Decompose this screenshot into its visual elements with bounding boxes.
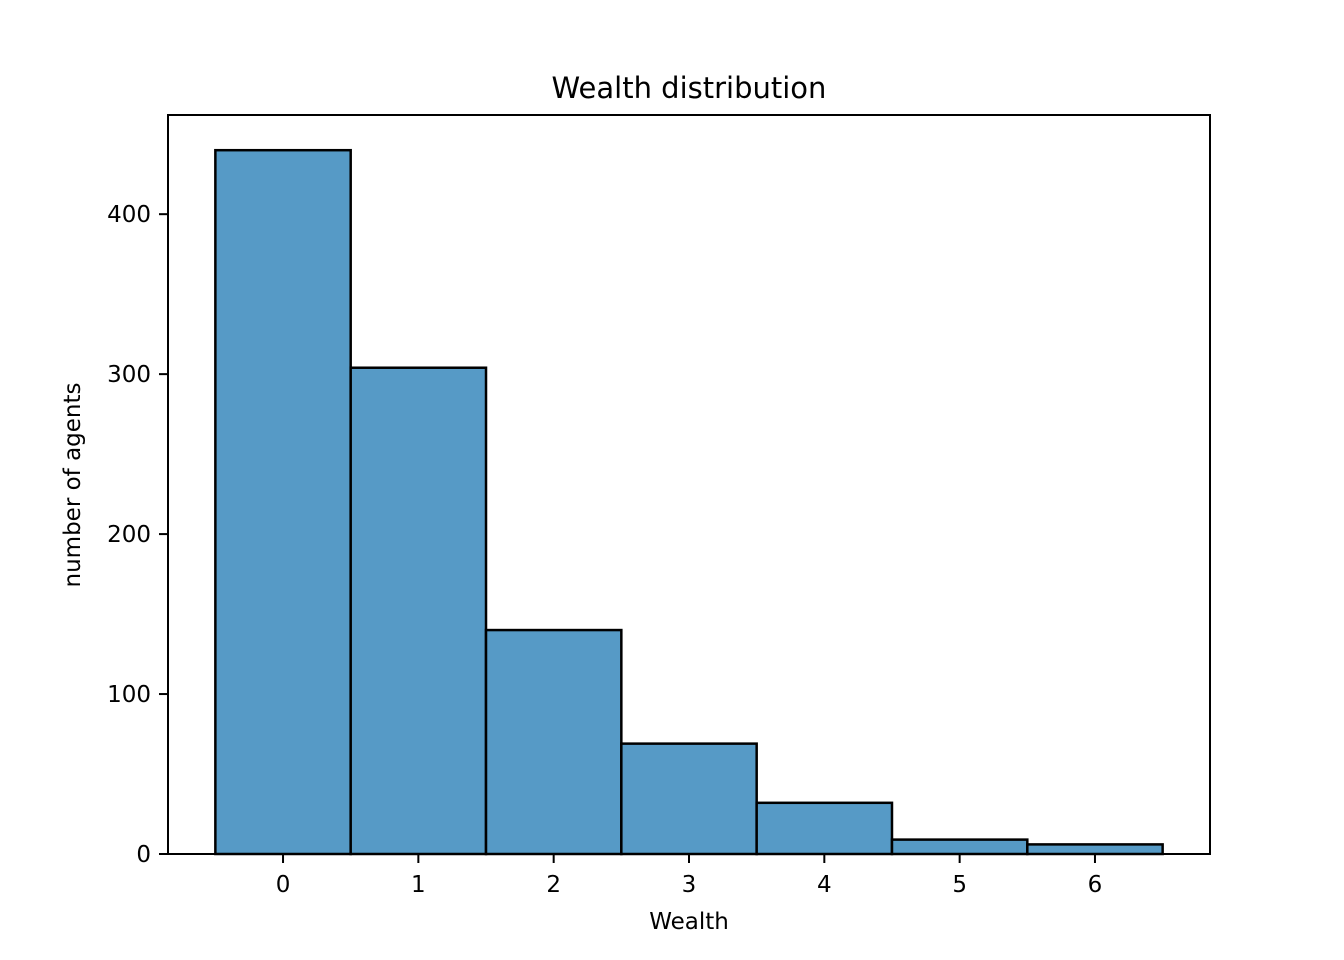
bars-layer xyxy=(214,148,1164,856)
bar-wealth-0 xyxy=(214,148,352,856)
chart-title: Wealth distribution xyxy=(552,71,827,105)
y-tick-label: 400 xyxy=(107,202,151,228)
bar-wealth-2 xyxy=(484,628,623,856)
x-axis-label: Wealth xyxy=(649,909,729,935)
x-tick-label: 5 xyxy=(952,872,967,898)
x-tick-label: 0 xyxy=(276,872,291,898)
bar-wealth-6 xyxy=(1026,843,1164,856)
y-tick-label: 300 xyxy=(107,362,151,388)
x-tick-label: 1 xyxy=(411,872,426,898)
y-tick-label: 100 xyxy=(107,682,151,708)
x-tick-label: 3 xyxy=(682,872,697,898)
x-tick-label: 2 xyxy=(546,872,561,898)
x-ticks: 0 1 2 3 4 5 6 xyxy=(276,854,1103,898)
y-ticks: 0 100 200 300 400 xyxy=(107,202,168,868)
x-tick-label: 6 xyxy=(1088,872,1103,898)
y-axis-label: number of agents xyxy=(60,383,86,588)
y-tick-label: 200 xyxy=(107,522,151,548)
x-tick-label: 4 xyxy=(817,872,832,898)
bar-wealth-5 xyxy=(890,838,1029,856)
bar-wealth-3 xyxy=(620,742,758,856)
bar-wealth-4 xyxy=(755,801,894,856)
bar-wealth-1 xyxy=(349,366,488,856)
y-tick-label: 0 xyxy=(136,842,151,868)
